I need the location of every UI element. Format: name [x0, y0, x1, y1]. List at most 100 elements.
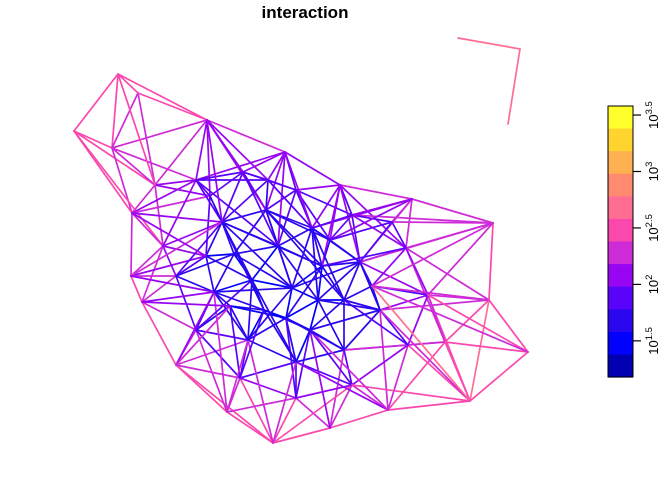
network-edge: [131, 212, 207, 257]
network-edge: [162, 245, 177, 277]
network-edge: [221, 221, 323, 267]
network-edge: [131, 184, 156, 214]
network-edge: [195, 151, 286, 181]
network-edge: [405, 198, 413, 249]
network-edge: [205, 255, 253, 281]
network-edge: [130, 255, 207, 277]
network-edge: [371, 285, 529, 353]
network-edge: [213, 279, 253, 293]
network-edge: [267, 179, 297, 191]
network-edge: [73, 73, 119, 132]
network-edge: [387, 400, 471, 411]
network-edge: [291, 261, 361, 289]
network-edge: [239, 309, 265, 379]
network-edge: [469, 351, 529, 402]
colorbar-band: [608, 173, 633, 197]
network-edge: [111, 73, 119, 149]
network-edge: [311, 227, 345, 301]
network-edge: [195, 329, 249, 341]
network-edge: [295, 329, 311, 363]
network-edge: [206, 119, 269, 181]
network-edge: [141, 301, 231, 307]
chart-title: interaction: [261, 3, 349, 22]
colorbar-band: [608, 309, 633, 333]
network-edge: [371, 247, 407, 287]
network-edge: [195, 171, 244, 181]
network-edge: [213, 253, 235, 293]
network-edge: [309, 309, 381, 331]
network-edge: [284, 151, 341, 186]
network-edge: [73, 130, 164, 247]
network-edge: [131, 212, 164, 247]
network-edge: [343, 341, 446, 351]
network-edge: [329, 239, 361, 263]
network-edge: [195, 329, 241, 379]
network-edge: [239, 377, 274, 444]
network-edge: [206, 119, 267, 211]
network-edge: [295, 349, 345, 363]
network-edge: [488, 299, 529, 353]
network-edge: [242, 151, 286, 173]
network-edge: [130, 245, 164, 277]
network-edge: [154, 184, 211, 197]
network-edge: [130, 275, 215, 293]
network-edge: [351, 384, 389, 411]
network-edge: [311, 227, 323, 267]
colorbar-border: [607, 105, 634, 378]
colorbar-tick-label: 103: [644, 162, 661, 182]
network-edge: [131, 212, 223, 223]
network-edge: [130, 212, 133, 277]
network-edge: [175, 364, 228, 413]
network-edge: [343, 285, 373, 301]
network-edge: [343, 299, 409, 346]
network-edge: [175, 221, 223, 277]
network-edge: [111, 119, 208, 149]
network-edge: [405, 247, 429, 296]
colorbar-band: [608, 218, 633, 243]
network-edge: [137, 92, 156, 186]
network-edge: [427, 222, 494, 296]
network-edge: [317, 265, 323, 301]
network-edge: [229, 305, 287, 319]
network-edge: [329, 409, 389, 429]
network-edge: [285, 317, 345, 351]
network-edge: [457, 37, 521, 50]
network-edge: [195, 179, 279, 247]
network-edge: [343, 349, 353, 386]
network-edge: [427, 294, 529, 353]
network-edge: [247, 287, 293, 341]
colorbar-band: [608, 331, 633, 356]
network-edge: [206, 119, 286, 153]
network-edge: [317, 261, 361, 301]
network-edge: [277, 189, 297, 247]
network-edge: [391, 221, 407, 249]
network-edge: [195, 329, 228, 413]
network-edge: [295, 361, 389, 411]
network-edge: [284, 151, 313, 229]
network-edge: [111, 147, 156, 186]
network-edge: [131, 195, 211, 214]
network-edge: [209, 171, 244, 197]
network-edge: [309, 329, 353, 386]
colorbar-band: [608, 151, 633, 175]
network-edge: [111, 92, 139, 149]
colorbar-tick-label: 101.5: [644, 327, 661, 355]
network-edge: [131, 179, 197, 214]
network-edge: [251, 279, 297, 363]
network-edge: [141, 291, 215, 303]
network-edge: [233, 209, 267, 255]
network-edge: [387, 344, 409, 411]
network-edge: [444, 341, 529, 353]
network-edges: [73, 37, 529, 444]
network-edge: [321, 184, 341, 267]
network-edge: [242, 171, 269, 181]
network-edge: [272, 397, 297, 444]
network-edge: [213, 291, 249, 341]
network-edge: [205, 195, 211, 257]
network-edge: [351, 214, 407, 249]
network-edge: [295, 184, 341, 191]
network-edge: [371, 285, 381, 311]
network-edge: [507, 48, 521, 125]
